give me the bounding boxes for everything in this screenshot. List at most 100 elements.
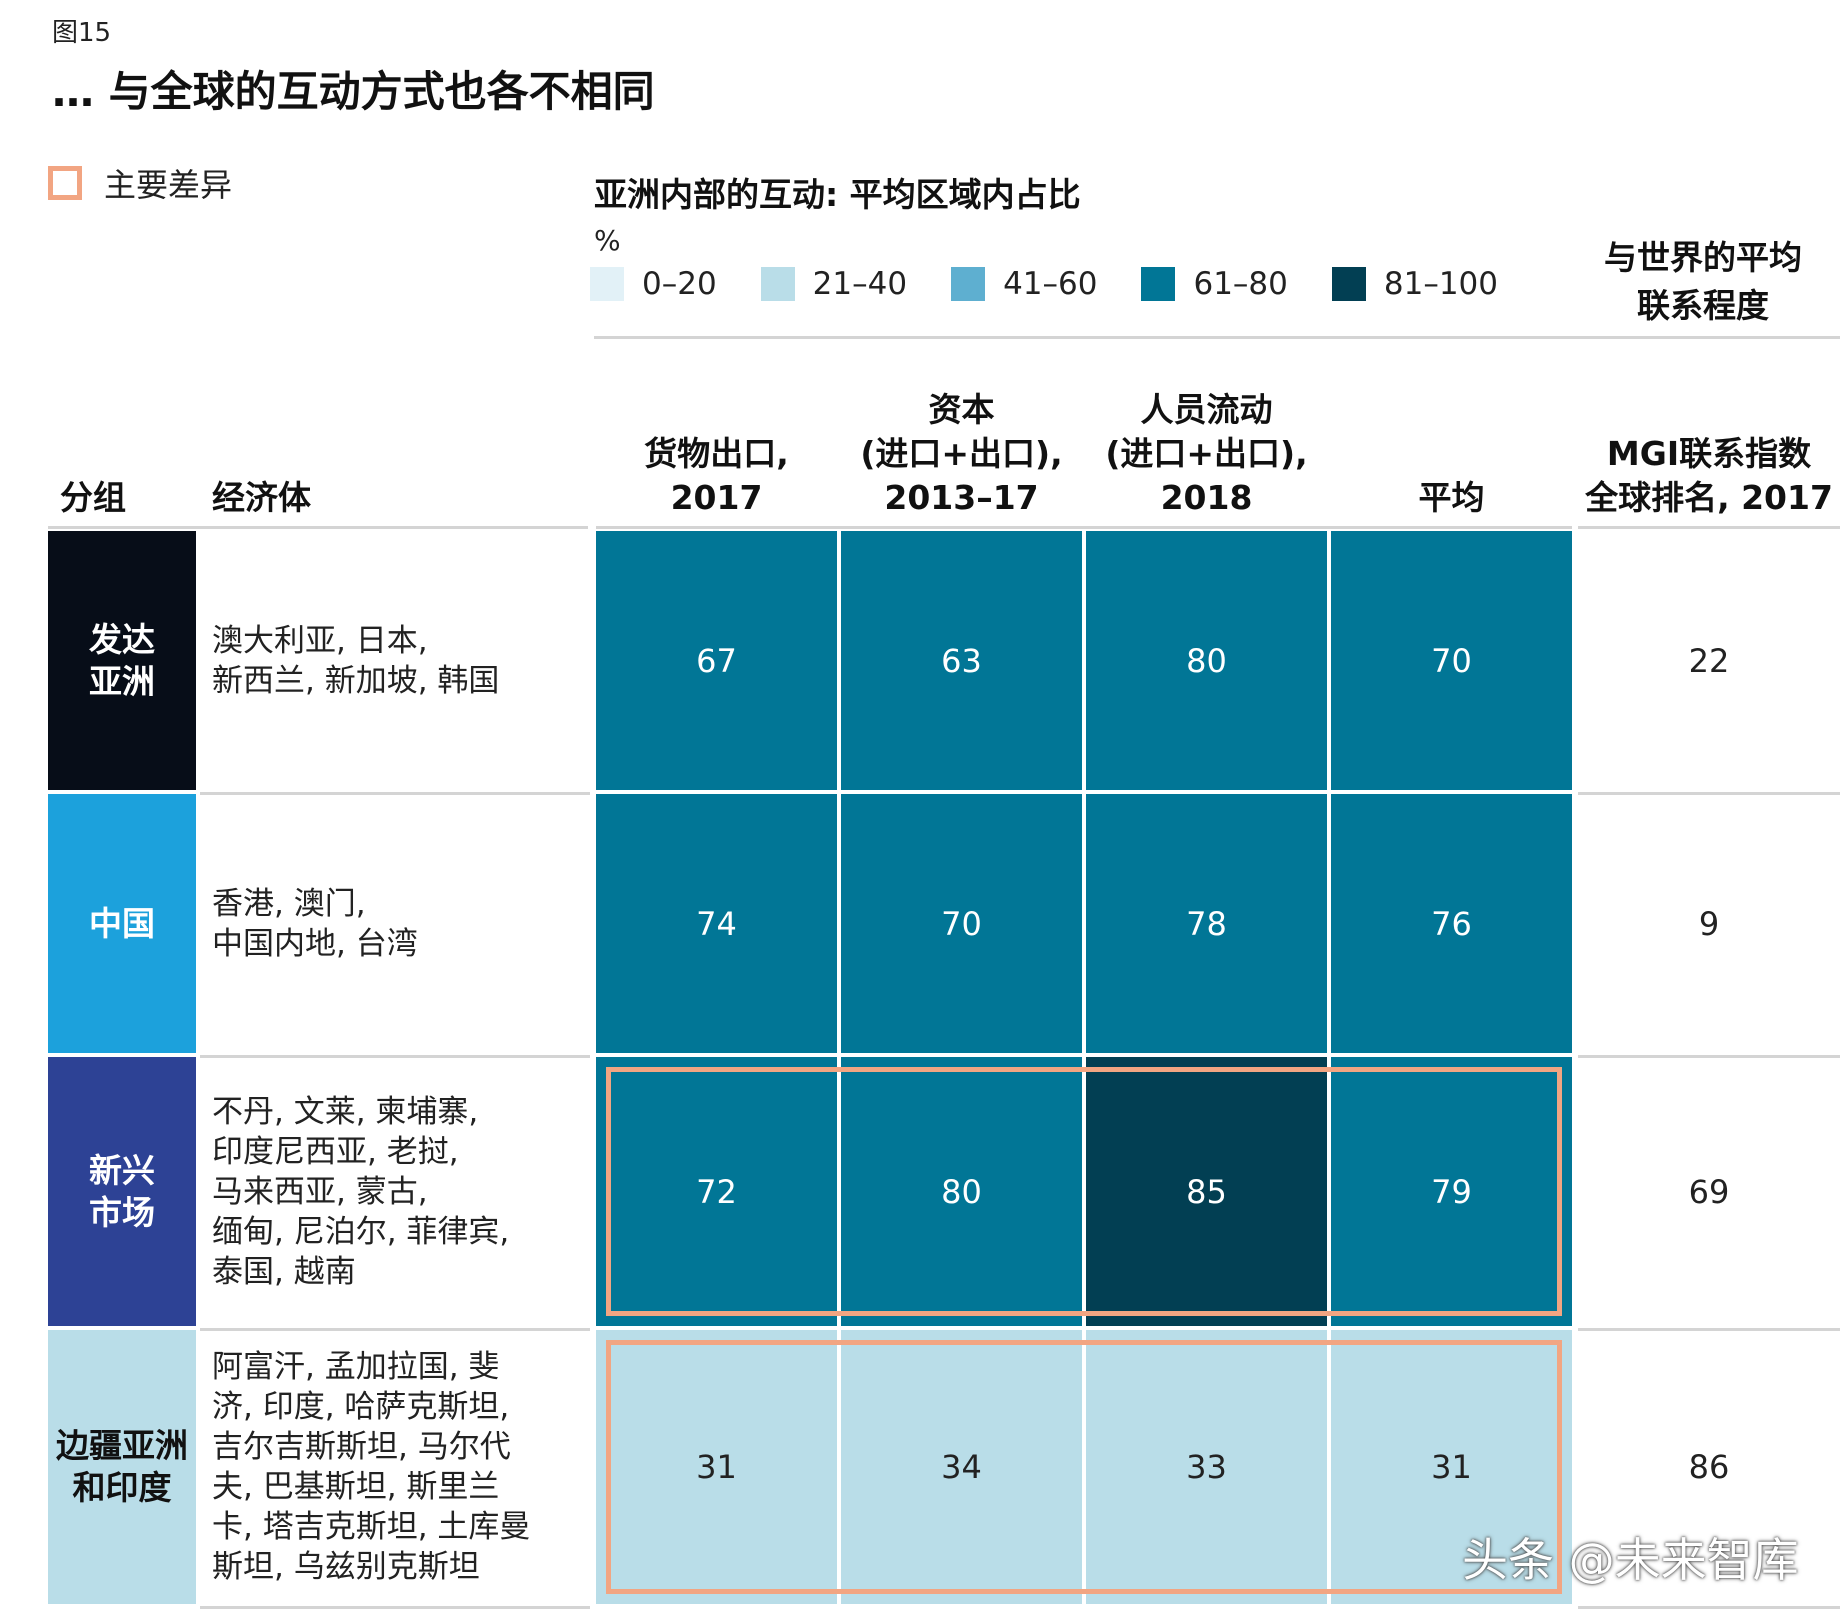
header-capital-line: 2013–17 <box>884 478 1039 517</box>
value-cell: 70 <box>841 794 1082 1053</box>
header-underline <box>48 526 588 529</box>
watermark: 头条 @未来智库 <box>1462 1533 1799 1587</box>
header-capital-line: 资本 <box>928 390 995 429</box>
header-average: 平均 <box>1331 360 1572 520</box>
legend-label: 61–80 <box>1193 266 1288 302</box>
group-label-line: 边疆亚洲 <box>56 1426 188 1465</box>
highlight-key-swatch <box>48 166 82 200</box>
header-rule <box>594 336 1840 339</box>
economies-line: 马来西亚, 蒙古, <box>212 1173 428 1210</box>
group-label-line: 发达 <box>89 619 155 659</box>
group-label: 发达 亚洲 <box>89 619 155 703</box>
highlight-key-label: 主要差异 <box>104 166 233 204</box>
row-rule <box>200 1055 590 1058</box>
group-label: 新兴 市场 <box>89 1150 155 1234</box>
value-cell: 74 <box>596 794 837 1053</box>
row-rule <box>200 1328 590 1331</box>
group-label-line: 市场 <box>89 1192 155 1232</box>
rank-cell: 86 <box>1688 1448 1730 1486</box>
header-goods-exports: 货物出口, 2017 <box>596 360 837 520</box>
legend-title: 亚洲内部的互动: 平均区域内占比 <box>594 175 1081 214</box>
economies-cell: 澳大利亚, 日本, 新西兰, 新加坡, 韩国 <box>212 531 602 790</box>
header-mgi-rank-line: 全球排名, 2017 <box>1585 478 1833 517</box>
economies-line: 缅甸, 尼泊尔, 菲律宾, <box>212 1213 510 1250</box>
header-people-flows: 人员流动 (进口+出口), 2018 <box>1086 360 1327 520</box>
legend-label: 0–20 <box>642 266 717 302</box>
value-cell: 34 <box>841 1330 1082 1604</box>
header-goods-exports-line: 2017 <box>670 478 763 517</box>
header-average-line: 平均 <box>1418 478 1485 517</box>
value-cell: 80 <box>1086 531 1327 790</box>
value-cell: 79 <box>1331 1057 1572 1326</box>
value-cell: 31 <box>1331 1330 1572 1604</box>
legend-swatch <box>590 267 624 301</box>
legend-label: 41–60 <box>1003 266 1098 302</box>
economies-line: 泰国, 越南 <box>212 1253 356 1290</box>
group-cell: 中国 <box>48 794 196 1053</box>
header-people-flows-line: 2018 <box>1160 478 1253 517</box>
economies-line: 阿富汗, 孟加拉国, 斐 <box>212 1349 500 1385</box>
figure-label: 图15 <box>52 18 112 48</box>
row-rule <box>1578 1055 1840 1058</box>
value-cell: 76 <box>1331 794 1572 1053</box>
header-people-flows-line: 人员流动 <box>1140 390 1273 429</box>
highlight-key: 主要差异 <box>48 160 232 206</box>
world-heading-line: 联系程度 <box>1637 286 1769 325</box>
economies-line: 印度尼西亚, 老挝, <box>212 1133 459 1170</box>
header-group: 分组 <box>60 360 200 520</box>
legend-label: 21–40 <box>812 266 908 302</box>
row-rule <box>1578 1606 1840 1609</box>
legend-item: 61–80 <box>1141 266 1288 302</box>
page-title: … 与全球的互动方式也各不相同 <box>52 67 655 116</box>
row-rule <box>1578 792 1840 795</box>
value-cell: 33 <box>1086 1330 1327 1604</box>
economies-cell: 阿富汗, 孟加拉国, 斐济, 印度, 哈萨克斯坦, 吉尔吉斯斯坦, 马尔代 夫, 巴… <box>212 1330 602 1604</box>
group-label-line: 中国 <box>89 903 155 943</box>
legend-swatch <box>1331 267 1366 301</box>
economies-line: 济, 印度, 哈萨克斯坦, <box>212 1389 510 1425</box>
legend-swatch <box>760 267 795 301</box>
legend-label: 81–100 <box>1383 266 1499 302</box>
legend-unit: % <box>594 224 621 257</box>
header-goods-exports-line: 货物出口, <box>644 434 789 473</box>
header-capital-line: (进口+出口), <box>860 434 1063 473</box>
value-cell: 78 <box>1086 794 1327 1053</box>
group-cell: 发达 亚洲 <box>48 531 196 790</box>
value-cell: 72 <box>596 1057 837 1326</box>
economies-cell: 不丹, 文莱, 柬埔寨, 印度尼西亚, 老挝, 马来西亚, 蒙古, 缅甸, 尼泊尔, … <box>212 1057 602 1326</box>
header-economies: 经济体 <box>212 360 512 520</box>
value-cell: 80 <box>841 1057 1082 1326</box>
value-cell: 70 <box>1331 531 1572 790</box>
header-group-line: 分组 <box>60 478 126 517</box>
legend-item: 0–20 <box>590 266 717 302</box>
group-label-line: 和印度 <box>72 1468 172 1507</box>
value-cell: 63 <box>841 531 1082 790</box>
economies-line: 夫, 巴基斯坦, 斯里兰 <box>212 1469 500 1505</box>
header-economies-line: 经济体 <box>212 478 311 517</box>
row-rule <box>200 1606 590 1609</box>
economies-line: 香港, 澳门, <box>212 885 366 922</box>
rank-cell: 69 <box>1688 1172 1730 1211</box>
row-rule <box>1578 1328 1840 1331</box>
value-cell: 31 <box>596 1330 837 1604</box>
economies-line: 新西兰, 新加坡, 韩国 <box>212 662 500 699</box>
value-cell: 85 <box>1086 1057 1327 1326</box>
economies-line: 吉尔吉斯斯坦, 马尔代 <box>212 1429 511 1465</box>
legend-item: 81–100 <box>1331 266 1499 302</box>
legend-swatch <box>951 267 986 301</box>
header-underline <box>596 526 1572 529</box>
rank-cell: 9 <box>1698 904 1720 943</box>
legend-item: 21–40 <box>760 266 908 302</box>
row-rule <box>200 792 590 795</box>
header-underline <box>1578 526 1840 529</box>
color-legend: 0–20 21–40 41–60 61–80 81–100 <box>590 266 1542 302</box>
legend-swatch <box>1141 267 1176 301</box>
group-label-line: 亚洲 <box>89 661 155 701</box>
legend-item: 41–60 <box>951 266 1097 302</box>
economies-line: 斯坦, 乌兹别克斯坦 <box>212 1549 480 1585</box>
header-mgi-rank: MGI联系指数 全球排名, 2017 <box>1578 360 1840 520</box>
group-label: 边疆亚洲 和印度 <box>56 1425 188 1509</box>
group-cell: 边疆亚洲 和印度 <box>48 1330 196 1604</box>
group-label: 中国 <box>89 903 155 945</box>
rank-cell: 22 <box>1688 641 1730 680</box>
